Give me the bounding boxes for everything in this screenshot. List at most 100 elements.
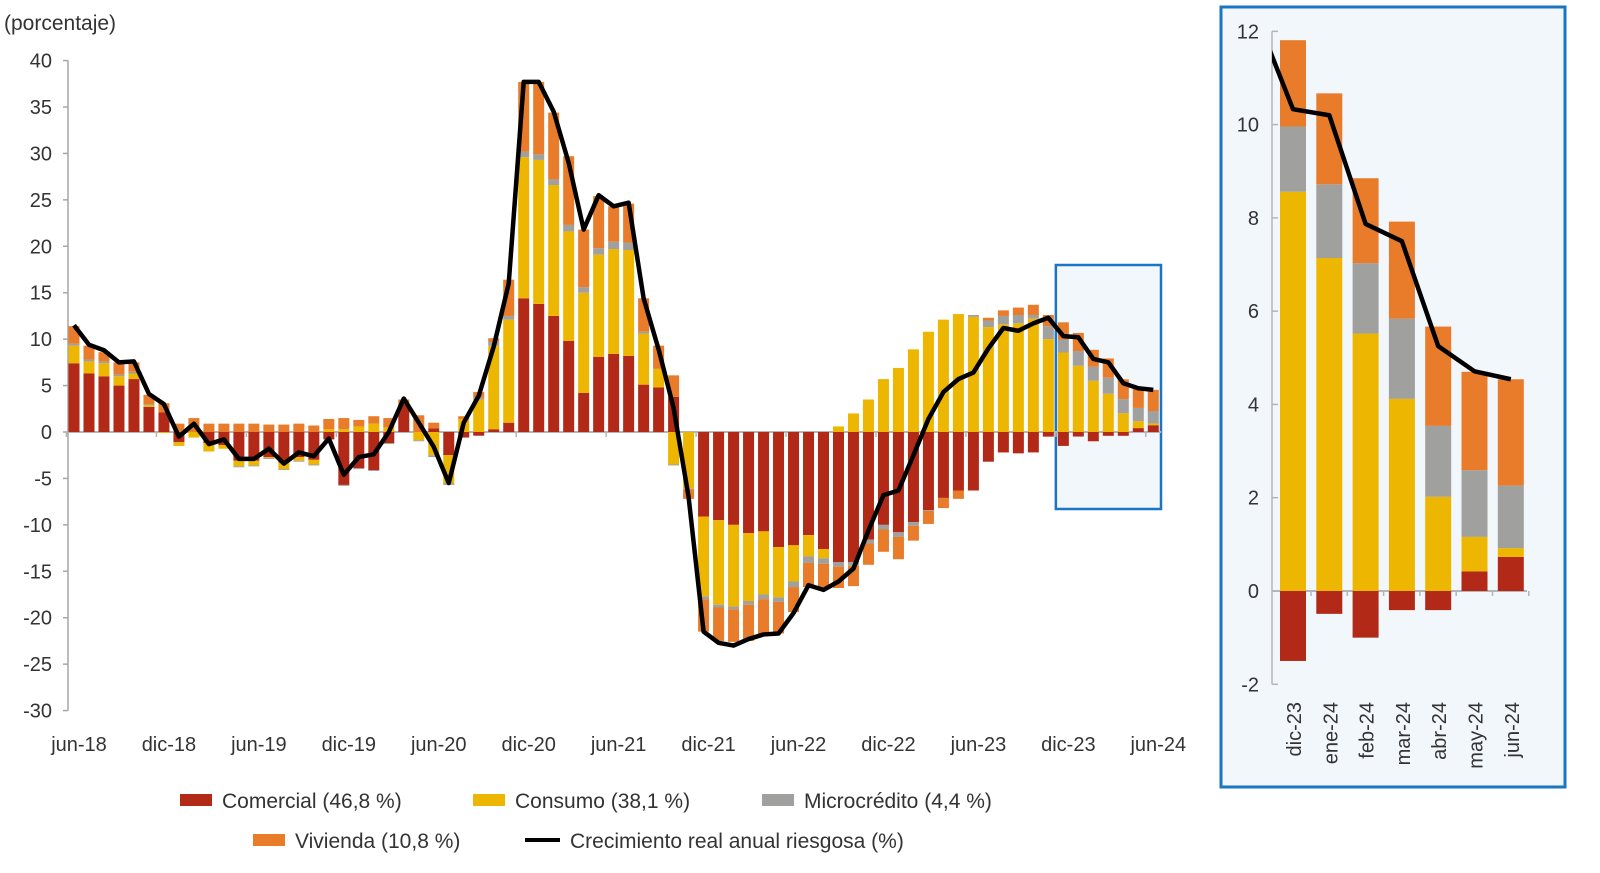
main-bar-comercial xyxy=(937,432,949,498)
main-bar-comercial xyxy=(293,432,305,458)
main-bar-consumo xyxy=(593,254,605,357)
main-bar-vivienda xyxy=(323,418,335,430)
main-bar-comercial xyxy=(638,384,650,432)
main-bar-microcredito xyxy=(728,606,740,610)
main-bar-vivienda xyxy=(832,566,844,589)
main-bar-microcredito xyxy=(907,522,919,526)
main-bar-vivienda xyxy=(1012,307,1024,315)
main-bar-comercial xyxy=(383,432,395,444)
main-bar-comercial xyxy=(83,373,95,432)
main-bar-microcredito xyxy=(608,241,620,250)
main-bar-microcredito xyxy=(518,151,530,158)
legend-swatch-consumo xyxy=(473,794,505,806)
main-bar-microcredito xyxy=(788,581,800,588)
main-bar-vivienda xyxy=(608,206,620,242)
main-bar-consumo xyxy=(1057,352,1069,432)
main-bar-microcredito xyxy=(1057,339,1069,353)
main-bar-microcredito xyxy=(593,248,605,255)
main-bar-comercial xyxy=(458,432,470,438)
inset-bar-comercial xyxy=(1280,591,1306,661)
y-tick-label: 30 xyxy=(30,143,52,165)
y-tick-label: 35 xyxy=(30,97,52,119)
main-bar-comercial xyxy=(952,432,964,491)
main-bar-vivienda xyxy=(1132,388,1144,408)
main-bar-microcredito xyxy=(383,443,395,445)
main-bar-comercial xyxy=(68,363,80,432)
x-tick-label: jun-21 xyxy=(590,734,647,756)
inset-chart: 12 10 8 6 4 2 0 -2 dic-23 ene-24 feb-24 mar-24 abr-2… xyxy=(1219,5,1567,789)
main-bar-vivienda xyxy=(173,423,185,432)
main-bar-vivienda xyxy=(728,609,740,642)
inset-bar-microcredito xyxy=(1388,318,1415,399)
y-tick-label: 5 xyxy=(41,376,52,398)
main-bar-consumo xyxy=(158,432,170,433)
inset-x-tick-label: feb-24 xyxy=(1357,702,1379,759)
main-bar-consumo xyxy=(638,333,650,385)
legend-label-consumo: Consumo (38,1 %) xyxy=(515,790,690,813)
inset-bar-microcredito xyxy=(1316,184,1343,258)
main-bar-consumo xyxy=(608,249,620,354)
main-bar-comercial xyxy=(877,432,889,525)
inset-y-tick-label: 0 xyxy=(1248,581,1259,603)
main-bar-comercial xyxy=(713,432,725,521)
inset-y-tick-label: 10 xyxy=(1237,115,1259,137)
main-bar-comercial xyxy=(443,432,455,456)
main-bar-comercial xyxy=(623,355,635,432)
main-bar-vivienda xyxy=(937,497,949,509)
main-bar-vivienda xyxy=(788,587,800,613)
y-tick-label: -30 xyxy=(23,701,52,723)
inset-bar-vivienda xyxy=(1497,379,1524,486)
main-bar-comercial xyxy=(773,432,785,548)
main-bar-microcredito xyxy=(128,371,140,374)
inset-bar-consumo xyxy=(1352,333,1379,591)
inset-bar-comercial xyxy=(1388,591,1415,611)
x-tick-label: jun-19 xyxy=(230,734,287,756)
main-bar-microcredito xyxy=(308,464,320,466)
main-bar-comercial xyxy=(907,432,919,523)
inset-bar-microcredito xyxy=(1352,263,1379,334)
main-bar-consumo xyxy=(188,432,200,438)
main-bar-microcredito xyxy=(353,468,365,470)
main-bar-microcredito xyxy=(563,224,575,232)
main-bar-consumo xyxy=(847,413,859,432)
main-bar-comercial xyxy=(967,432,979,491)
main-bar-comercial xyxy=(473,432,485,436)
main-bar-vivienda xyxy=(1117,379,1129,400)
main-bar-comercial xyxy=(862,432,874,540)
main-bar-comercial xyxy=(143,406,155,432)
main-bar-vivienda xyxy=(368,416,380,424)
main-bar-vivienda xyxy=(113,362,125,375)
main-bar-consumo xyxy=(293,457,305,461)
inset-x-tick-label: jun-24 xyxy=(1502,702,1524,759)
main-bar-vivienda xyxy=(458,416,470,419)
main-bar-consumo xyxy=(143,405,155,407)
main-bar-microcredito xyxy=(623,242,635,250)
main-bar-comercial xyxy=(1087,432,1099,442)
main-bar-vivienda xyxy=(773,601,785,634)
main-bar-comercial xyxy=(98,376,110,432)
main-bar-comercial xyxy=(548,315,560,432)
inset-y-tick-label: 8 xyxy=(1248,208,1259,230)
inset-x-tick-label: dic-23 xyxy=(1284,702,1306,756)
main-bar-consumo xyxy=(278,462,290,470)
main-bar-consumo xyxy=(1087,380,1099,432)
main-bar-comercial xyxy=(248,432,260,461)
inset-bar-comercial xyxy=(1497,556,1524,591)
main-bar-consumo xyxy=(773,547,785,598)
main-bar-consumo xyxy=(68,345,80,364)
y-tick-label: 40 xyxy=(30,51,52,73)
main-bar-microcredito xyxy=(698,596,710,600)
main-bar-vivienda xyxy=(997,310,1009,316)
main-bar-consumo xyxy=(473,399,485,432)
legend: Comercial (46,8 %) Consumo (38,1 %) Microc… xyxy=(180,790,992,853)
inset-bar-microcredito xyxy=(1461,470,1488,537)
inset-bar-vivienda xyxy=(1461,371,1488,471)
main-bar-microcredito xyxy=(862,539,874,544)
main-bar-comercial xyxy=(203,432,215,444)
main-bar-comercial xyxy=(158,412,170,432)
main-bar-microcredito xyxy=(68,343,80,346)
main-bar-vivienda xyxy=(623,203,635,243)
main-bar-microcredito xyxy=(967,314,979,317)
main-bar-microcredito xyxy=(713,604,725,608)
